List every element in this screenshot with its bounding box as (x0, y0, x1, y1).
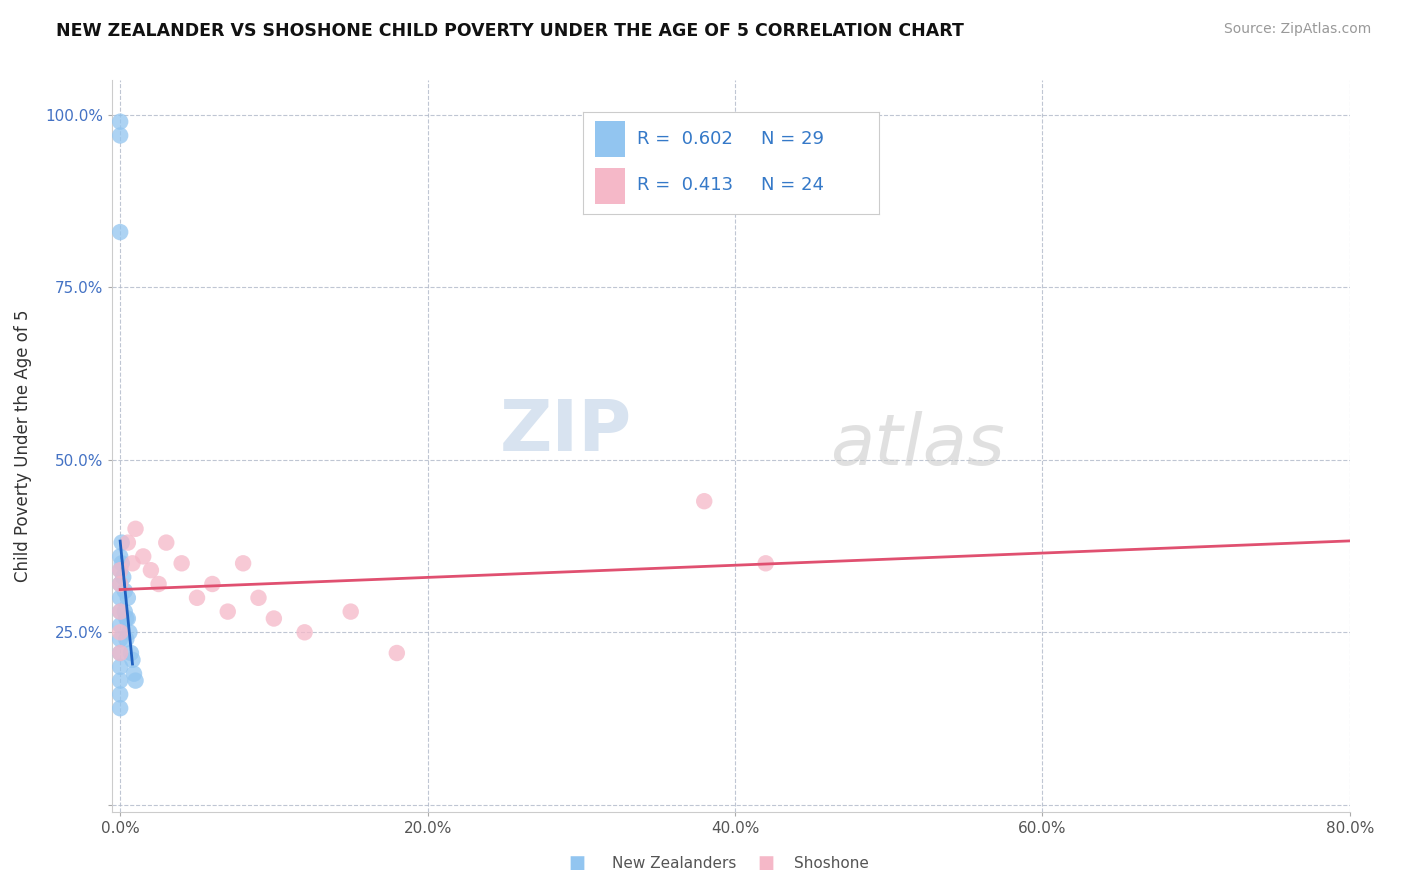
Point (117, 591, 139, 605)
Point (108, 660, 131, 674)
Text: ZIP: ZIP (501, 397, 633, 466)
Y-axis label: Child Poverty Under the Age of 5: Child Poverty Under the Age of 5 (14, 310, 31, 582)
Point (263, 611, 285, 625)
Point (108, 605, 131, 619)
Point (108, 549, 131, 564)
Point (155, 535, 177, 549)
Text: N = 29: N = 29 (761, 130, 824, 148)
Text: R =  0.602: R = 0.602 (637, 130, 733, 148)
Point (124, 522, 146, 536)
Point (108, 625, 131, 640)
Text: NEW ZEALANDER VS SHOSHONE CHILD POVERTY UNDER THE AGE OF 5 CORRELATION CHART: NEW ZEALANDER VS SHOSHONE CHILD POVERTY … (56, 22, 965, 40)
Point (170, 557, 193, 571)
Text: New Zealanders: New Zealanders (612, 856, 735, 871)
Text: R =  0.413: R = 0.413 (637, 177, 733, 194)
Point (108, 618, 131, 632)
Point (108, 605, 131, 619)
Point (120, 646, 142, 660)
Point (115, 611, 138, 625)
Point (108, 563, 131, 577)
Point (755, 557, 778, 571)
Point (217, 605, 239, 619)
Point (108, 673, 131, 688)
Point (294, 625, 316, 640)
Point (108, 701, 131, 715)
Text: Shoshone: Shoshone (794, 856, 869, 871)
Point (232, 557, 254, 571)
Point (108, 577, 131, 591)
Point (108, 128, 131, 143)
Point (385, 646, 408, 660)
Point (693, 494, 716, 508)
Point (148, 577, 170, 591)
Point (114, 583, 136, 598)
Point (108, 646, 131, 660)
Point (124, 673, 146, 688)
Point (132, 549, 155, 564)
Point (112, 570, 135, 584)
Point (108, 563, 131, 577)
Point (108, 687, 131, 701)
Point (108, 591, 131, 605)
Point (121, 653, 143, 667)
Point (111, 535, 134, 549)
Point (115, 632, 138, 647)
Point (108, 632, 131, 647)
Point (108, 225, 131, 239)
Point (121, 557, 143, 571)
Point (117, 611, 139, 625)
Point (139, 563, 162, 577)
Point (108, 577, 131, 591)
Point (108, 114, 131, 128)
Bar (595, 168, 624, 204)
Point (122, 666, 145, 681)
Point (117, 535, 139, 549)
Point (186, 591, 208, 605)
Point (118, 625, 141, 640)
Point (201, 577, 224, 591)
Point (111, 557, 134, 571)
Text: Source: ZipAtlas.com: Source: ZipAtlas.com (1223, 22, 1371, 37)
Point (247, 591, 270, 605)
Text: atlas: atlas (830, 411, 1005, 481)
Text: N = 24: N = 24 (761, 177, 824, 194)
Text: ■: ■ (568, 855, 585, 872)
Text: ■: ■ (758, 855, 775, 872)
Point (339, 605, 361, 619)
Point (114, 605, 136, 619)
Bar (595, 120, 624, 157)
Point (108, 646, 131, 660)
